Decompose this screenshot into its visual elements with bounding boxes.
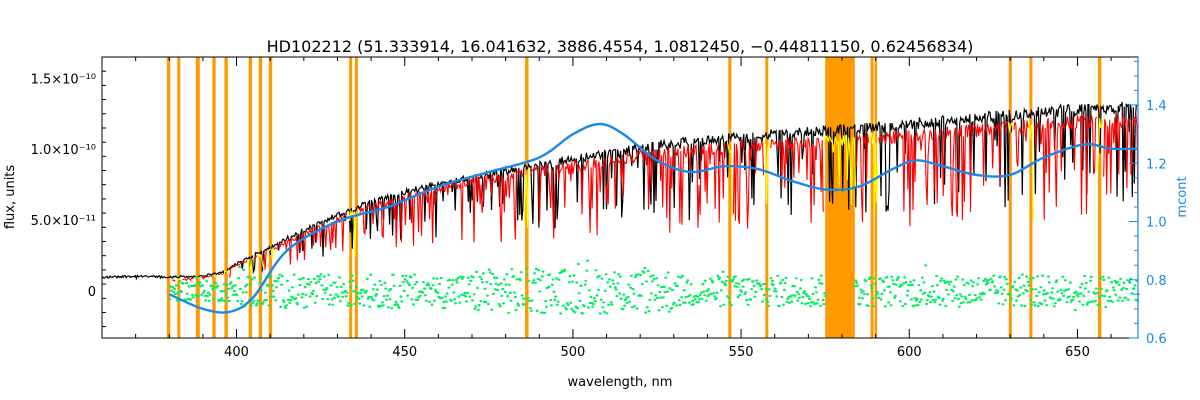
x-tick-label: 400 [224, 345, 249, 360]
x-tick-label: 550 [729, 345, 754, 360]
y-tick-label: 1.5×10⁻¹⁰ [31, 72, 96, 87]
masked-region [212, 57, 216, 338]
model-spectrum-line [172, 113, 1139, 282]
series-layer [101, 101, 1140, 315]
masked-region [874, 57, 878, 338]
y2-tick-label: 0.6 [1146, 332, 1167, 347]
y2-tick-label: 0.8 [1146, 274, 1167, 289]
masked-region [258, 57, 263, 338]
masked-region [1098, 57, 1102, 338]
x-axis: 400 450 500 550 600 650 [135, 57, 1112, 360]
masked-region [166, 57, 171, 338]
masked-region [1008, 57, 1012, 338]
x-axis-label: wavelength, nm [568, 375, 673, 390]
y-tick-label: 1.0×10⁻¹⁰ [31, 143, 96, 158]
continuum-line [168, 122, 1139, 314]
masked-region [1029, 57, 1033, 338]
y-tick-label: 5.0×10⁻¹¹ [31, 214, 96, 229]
masked-regions [166, 57, 1102, 338]
residuals-points [168, 259, 1140, 315]
x-tick-label: 450 [392, 345, 417, 360]
y2-axis-label: mcont [1175, 176, 1190, 217]
x-tick-label: 600 [897, 345, 922, 360]
masked-region [349, 57, 353, 338]
x-tick-label: 650 [1065, 345, 1090, 360]
masked-region [354, 57, 358, 338]
y-axis-label: flux, units [3, 165, 18, 230]
y2-tick-label: 1.2 [1146, 157, 1167, 172]
y-axis-right: 0.6 0.8 1.0 1.2 1.4 [1129, 60, 1167, 347]
y2-tick-label: 1.0 [1146, 216, 1167, 231]
masked-region [224, 57, 228, 338]
y2-tick-label: 1.4 [1146, 99, 1167, 114]
model-spectrum-masked [169, 118, 1104, 282]
masked-region [870, 57, 874, 338]
masked-region [268, 57, 273, 338]
masked-region [728, 57, 732, 338]
masked-region [248, 57, 253, 338]
masked-region [177, 57, 181, 338]
masked-region [195, 57, 200, 338]
chart-title: HD102212 (51.333914, 16.041632, 3886.455… [267, 37, 974, 56]
y-axis-left: 0 5.0×10⁻¹¹ 1.0×10⁻¹⁰ 1.5×10⁻¹⁰ [31, 56, 106, 328]
x-tick-label: 500 [560, 345, 585, 360]
y-tick-label: 0 [88, 285, 96, 300]
observed-spectrum-line [101, 101, 1138, 281]
